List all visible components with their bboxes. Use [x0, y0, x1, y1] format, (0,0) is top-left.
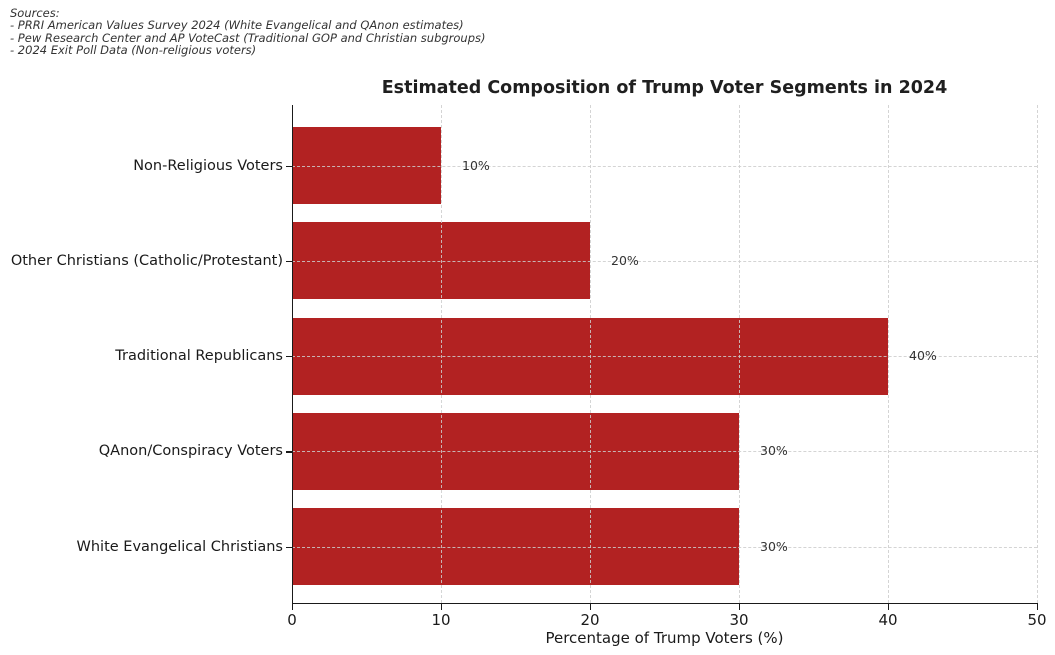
y-tick-label: Non-Religious Voters: [133, 157, 283, 174]
x-tick-mark: [292, 604, 294, 610]
x-tick-label: 30: [729, 611, 749, 629]
gridline-horizontal: [292, 165, 1037, 167]
y-tick-mark: [286, 165, 292, 167]
x-axis-label: Percentage of Trump Voters (%): [545, 629, 784, 647]
gridline-horizontal: [292, 260, 1037, 262]
x-tick-mark: [1037, 604, 1039, 610]
x-tick-label: 0: [287, 611, 297, 629]
gridline-vertical: [888, 105, 889, 603]
sources-line: - PRRI American Values Survey 2024 (Whit…: [10, 18, 464, 33]
y-tick-label: Other Christians (Catholic/Protestant): [10, 252, 283, 269]
x-tick-mark: [590, 604, 592, 610]
gridline-vertical: [590, 105, 591, 603]
sources-line: Sources:: [10, 6, 60, 20]
x-axis-line: [292, 603, 1038, 605]
bar-value-label: 20%: [611, 252, 639, 268]
y-tick-label: White Evangelical Christians: [76, 538, 283, 555]
x-tick-mark: [888, 604, 890, 610]
x-tick-label: 10: [431, 611, 451, 629]
y-tick-mark: [286, 546, 292, 548]
bar-value-label: 10%: [462, 157, 490, 173]
sources-line: - Pew Research Center and AP VoteCast (T…: [10, 30, 486, 45]
y-tick-label: QAnon/Conspiracy Voters: [98, 443, 283, 460]
x-tick-label: 20: [580, 611, 600, 629]
y-axis-line: [292, 105, 294, 604]
x-tick-mark: [739, 604, 741, 610]
y-tick-mark: [286, 451, 292, 453]
y-tick-mark: [286, 356, 292, 358]
x-tick-label: 50: [1027, 611, 1047, 629]
y-tick-label: Traditional Republicans: [115, 348, 283, 365]
bar-value-label: 40%: [909, 348, 937, 364]
bar-value-label: 30%: [760, 443, 788, 459]
gridline-horizontal: [292, 356, 1037, 358]
gridline-vertical: [441, 105, 442, 603]
chart-title: Estimated Composition of Trump Voter Seg…: [381, 78, 948, 98]
x-tick-label: 40: [878, 611, 898, 629]
y-tick-mark: [286, 260, 292, 263]
gridline-horizontal: [292, 546, 1037, 548]
gridline-vertical: [1037, 105, 1038, 603]
sources-note: Sources: - PRRI American Values Survey 20…: [10, 7, 486, 57]
x-tick-mark: [441, 604, 443, 610]
gridline-vertical: [739, 105, 740, 603]
bar-value-label: 30%: [760, 538, 788, 554]
gridline-horizontal: [292, 451, 1037, 453]
sources-line: - 2024 Exit Poll Data (Non-religious vot…: [10, 43, 257, 58]
